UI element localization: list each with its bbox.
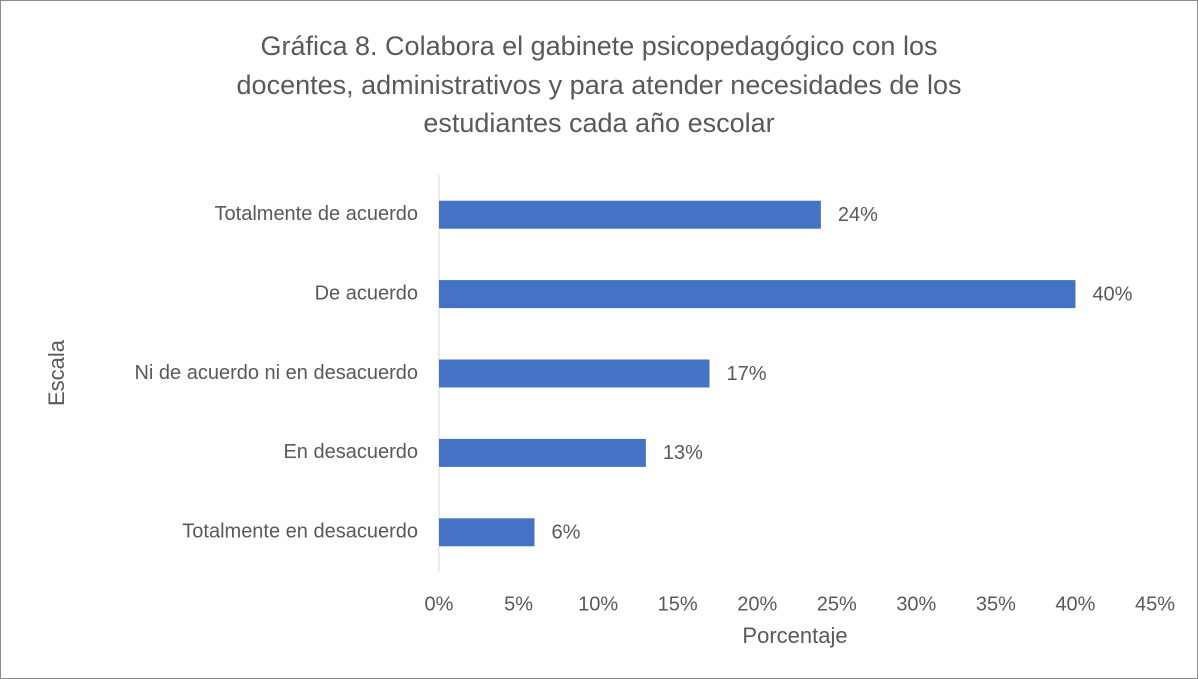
x-tick-label: 5%: [504, 593, 533, 615]
x-tick-label: 35%: [976, 593, 1016, 615]
x-tick-label: 25%: [817, 593, 857, 615]
data-label: 24%: [838, 204, 878, 226]
y-tick-label: Totalmente en desacuerdo: [182, 521, 418, 543]
x-tick-label: 30%: [896, 593, 936, 615]
data-label: 17%: [726, 363, 766, 385]
y-tick-label: De acuerdo: [315, 282, 418, 304]
bar: [439, 280, 1076, 309]
y-tick-label: Totalmente de acuerdo: [215, 203, 418, 225]
data-label: 13%: [663, 442, 703, 464]
x-tick-label: 45%: [1135, 593, 1175, 615]
x-tick-label: 40%: [1055, 593, 1095, 615]
x-tick-label: 20%: [737, 593, 777, 615]
data-label: 6%: [551, 522, 580, 544]
x-tick-label: 0%: [425, 593, 454, 615]
x-tick-label: 10%: [578, 593, 618, 615]
chart-title: estudiantes cada año escolar: [423, 108, 774, 138]
bar: [439, 200, 821, 229]
x-tick-label: 15%: [658, 593, 698, 615]
chart-title: docentes, administrativos y para atender…: [237, 70, 962, 100]
y-axis-title: Escala: [44, 339, 69, 406]
bar: [439, 359, 710, 388]
data-label: 40%: [1092, 283, 1132, 305]
bar: [439, 518, 535, 547]
y-tick-label: En desacuerdo: [283, 441, 418, 463]
chart-title: Gráfica 8. Colabora el gabinete psicoped…: [261, 31, 938, 61]
y-tick-label: Ni de acuerdo ni en desacuerdo: [134, 362, 418, 384]
bar: [439, 438, 646, 467]
x-axis-title: Porcentaje: [742, 623, 847, 648]
